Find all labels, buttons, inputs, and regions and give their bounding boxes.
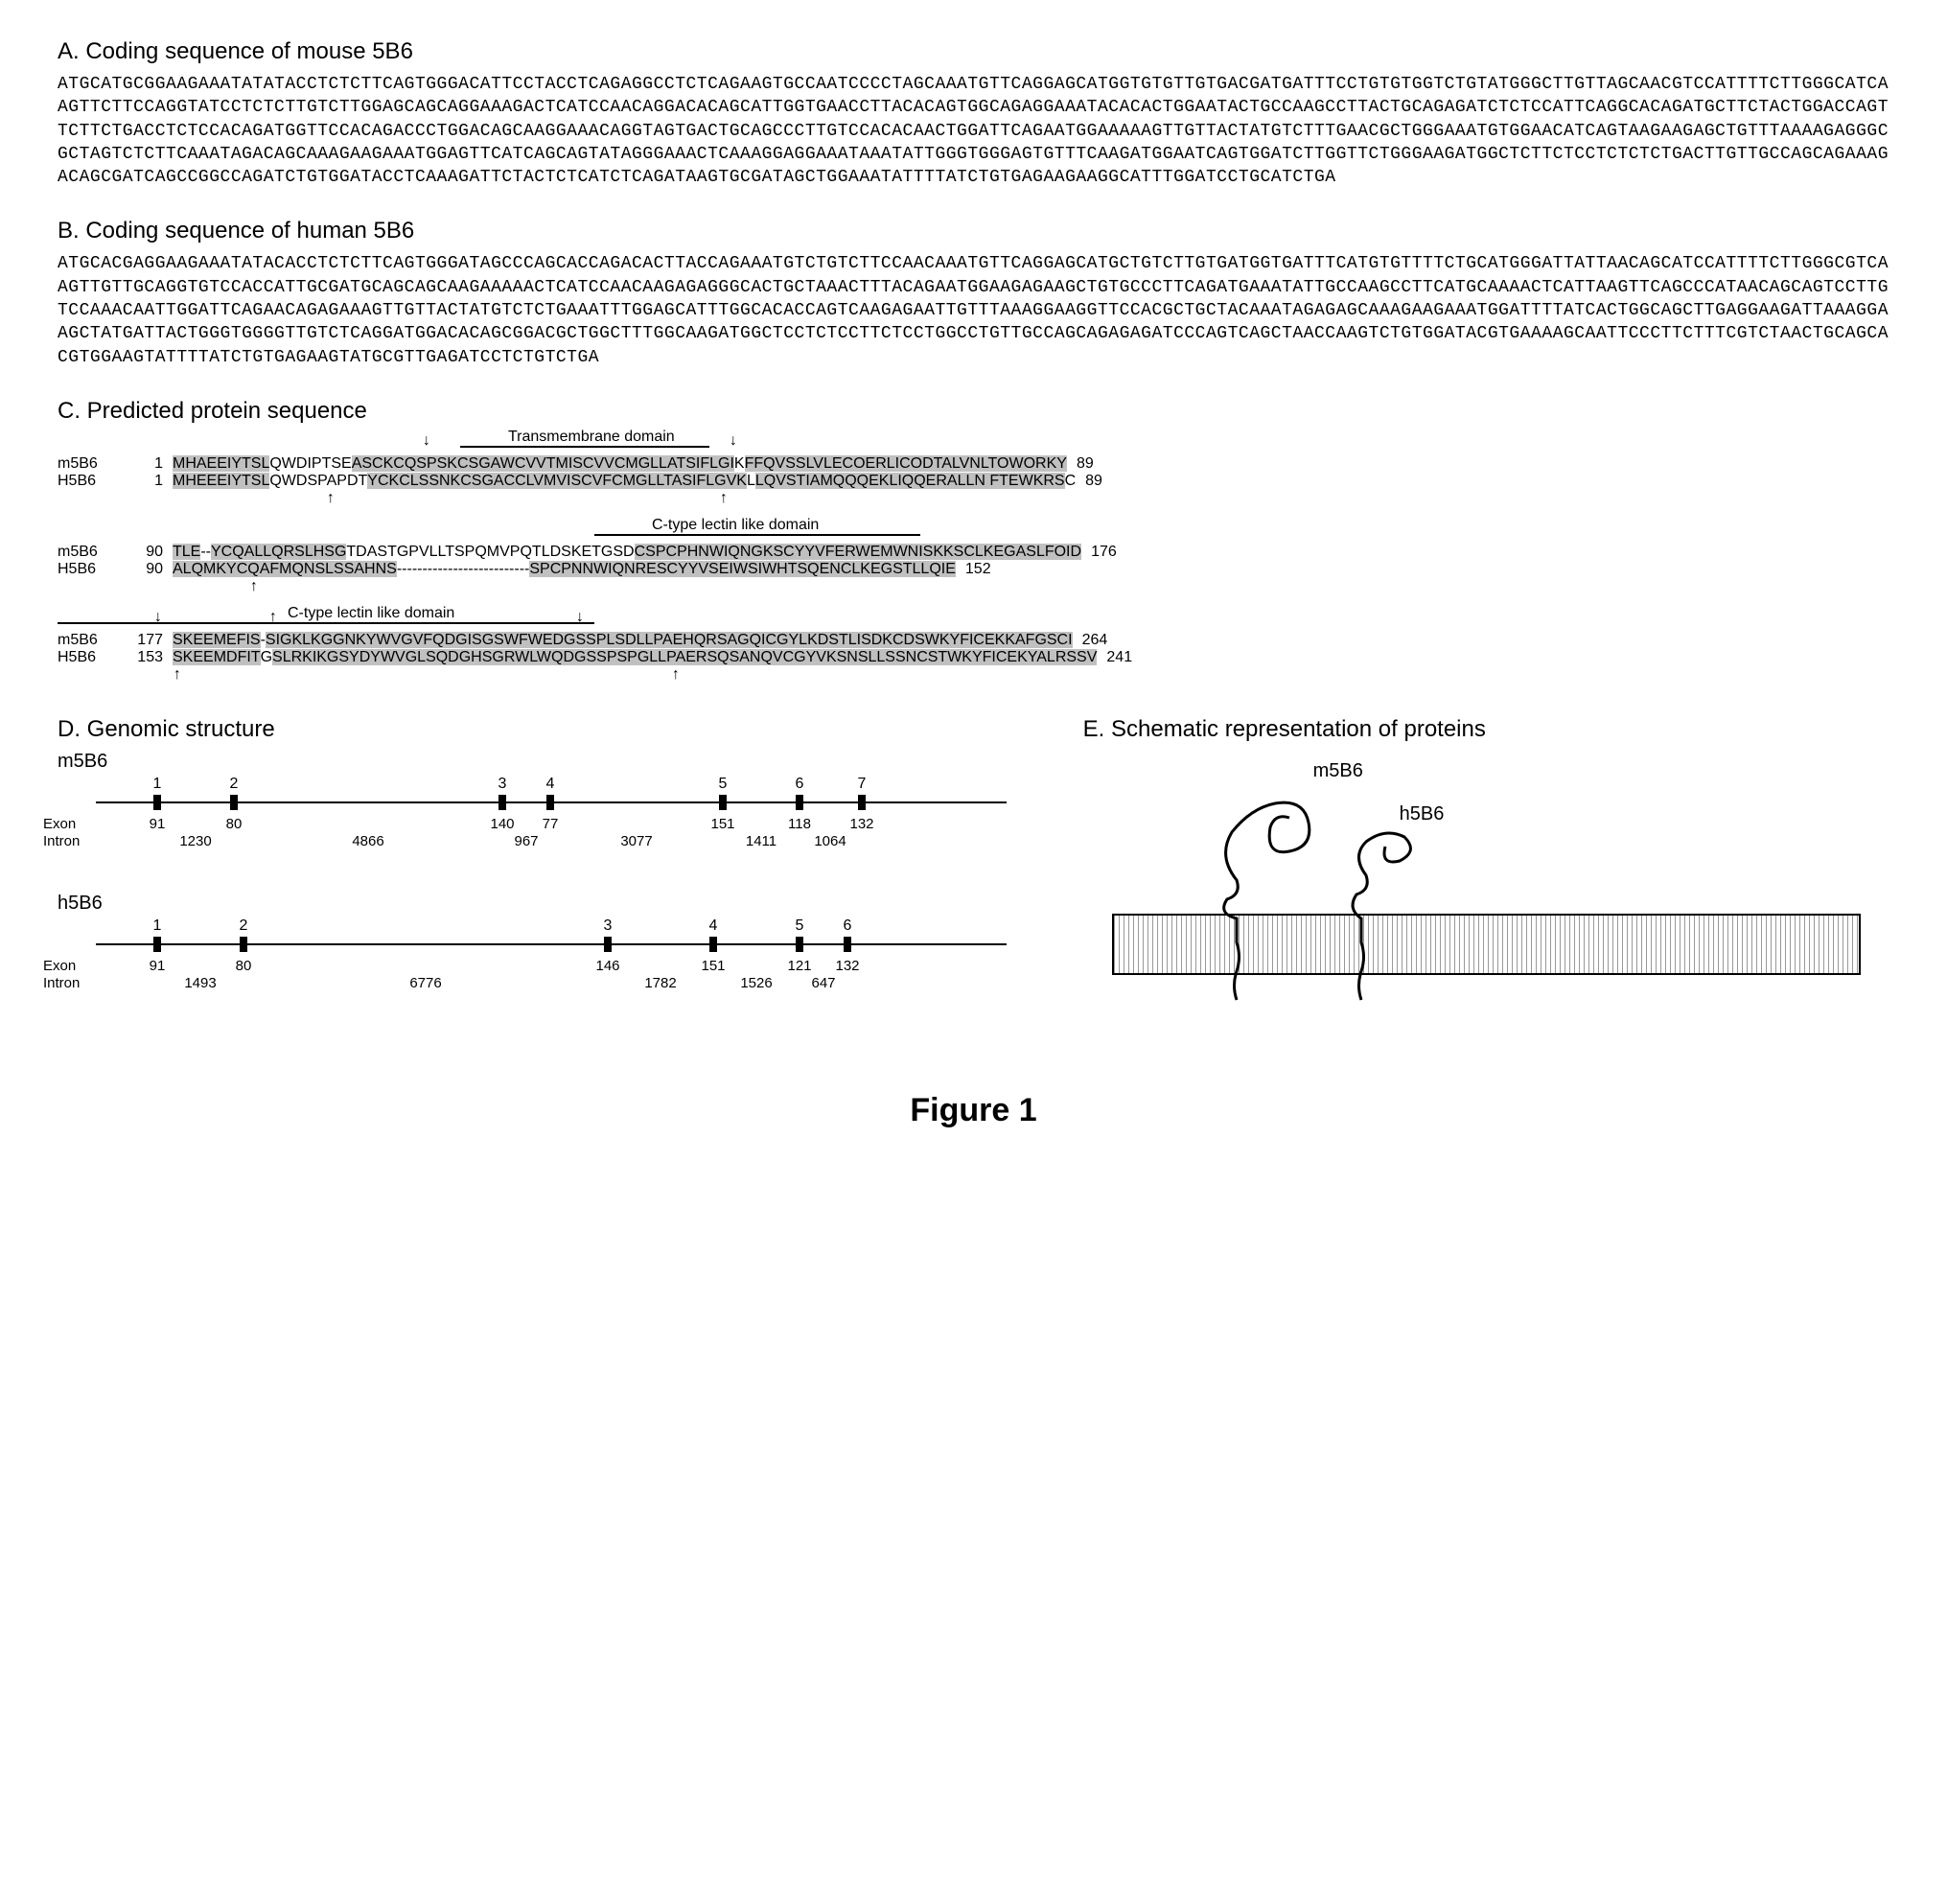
panel-e-title: E. Schematic representation of proteins: [1083, 716, 1889, 743]
alignment-row: m5B690TLE--YCQALLQRSLHSGTDASTGPVLLTSPQMV…: [58, 544, 1889, 561]
human-sequence: ATGCACGAGGAAGAAATATACACCTCTCTTCAGTGGGATA…: [58, 252, 1889, 368]
bottom-panels: D. Genomic structure m5B6 Exon Intron191…: [58, 716, 1889, 1034]
schematic-svg: [1083, 751, 1889, 1019]
exon-size: 91: [150, 816, 166, 832]
exon-number: 1: [153, 917, 162, 935]
exon-number: 3: [604, 917, 613, 935]
exon-number: 4: [709, 917, 718, 935]
exon-tick: [796, 795, 803, 810]
panel-a: A. Coding sequence of mouse 5B6 ATGCATGC…: [58, 38, 1889, 189]
exon-size: 121: [787, 958, 811, 974]
gene-structure: h5B6 Exon Intron191280314641515121613214…: [58, 893, 1026, 996]
intron-size: 1493: [184, 975, 216, 991]
figure-caption: Figure 1: [58, 1092, 1889, 1129]
alignment-row: H5B61MHEEEIYTSLQWDSPAPDTYCKCLSSNKCSGACCL…: [58, 473, 1889, 490]
exon-tick: [546, 795, 554, 810]
exon-tick: [153, 937, 161, 952]
arrow-down-icon: ↓: [729, 432, 738, 450]
gene-name: m5B6: [58, 751, 1026, 773]
exon-number: 5: [719, 776, 728, 793]
exon-tick: [844, 937, 851, 952]
exon-tick: [498, 795, 506, 810]
panel-d-title: D. Genomic structure: [58, 716, 1026, 743]
exon-tick: [858, 795, 866, 810]
exon-size: 146: [595, 958, 619, 974]
exon-size: 80: [226, 816, 243, 832]
exon-size: 77: [543, 816, 559, 832]
intron-size: 3077: [620, 833, 652, 849]
intron-size: 4866: [352, 833, 383, 849]
intron-size: 1526: [740, 975, 772, 991]
exon-size: 132: [849, 816, 873, 832]
protein-schematic: m5B6 h5B6: [1083, 751, 1889, 1019]
exon-size: 151: [701, 958, 725, 974]
exon-size: 132: [835, 958, 859, 974]
gene-name: h5B6: [58, 893, 1026, 915]
genomic-structure: m5B6 Exon Intron191280314047751516118713…: [58, 751, 1026, 996]
intron-size: 6776: [409, 975, 441, 991]
transmembrane-label: Transmembrane domain: [508, 429, 675, 448]
alignment-container: ↓ Transmembrane domain ↓ m5B61MHAEEIYTSL…: [58, 432, 1889, 687]
intron-size: 1230: [179, 833, 211, 849]
exon-size: 91: [150, 958, 166, 974]
exon-size: 80: [236, 958, 252, 974]
exon-tick: [240, 937, 247, 952]
exon-size: 140: [490, 816, 514, 832]
exon-size: 151: [710, 816, 734, 832]
exon-tick: [153, 795, 161, 810]
exon-tick: [796, 937, 803, 952]
membrane: [1112, 914, 1861, 975]
exon-tick: [230, 795, 238, 810]
panel-c-title: C. Predicted protein sequence: [58, 398, 1889, 425]
exon-number: 2: [240, 917, 248, 935]
intron-size: 1411: [746, 833, 776, 849]
mouse-sequence: ATGCATGCGGAAGAAATATATACCTCTCTTCAGTGGGACA…: [58, 73, 1889, 189]
alignment-row: m5B6177SKEEMEFIS-SIGKLKGGNKYWVGVFQDGISGS…: [58, 632, 1889, 649]
panel-b: B. Coding sequence of human 5B6 ATGCACGA…: [58, 218, 1889, 368]
intron-size: 647: [811, 975, 835, 991]
panel-b-title: B. Coding sequence of human 5B6: [58, 218, 1889, 244]
exon-tick: [709, 937, 717, 952]
exon-number: 2: [230, 776, 239, 793]
exon-number: 3: [498, 776, 507, 793]
alignment-row: H5B690ALQMKYCQAFMQNSLSSAHNS-------------…: [58, 561, 1889, 578]
alignment-row: H5B6153SKEEMDFITGSLRKIKGSYDYWVGLSQDGHSGR…: [58, 649, 1889, 666]
exon-number: 7: [858, 776, 867, 793]
exon-tick: [604, 937, 612, 952]
intron-size: 1782: [644, 975, 676, 991]
panel-a-title: A. Coding sequence of mouse 5B6: [58, 38, 1889, 65]
arrow-down-icon: ↓: [422, 432, 431, 450]
exon-number: 6: [844, 917, 852, 935]
exon-tick: [719, 795, 727, 810]
exon-number: 1: [153, 776, 162, 793]
panel-c: C. Predicted protein sequence ↓ Transmem…: [58, 398, 1889, 687]
gene-structure: m5B6 Exon Intron191280314047751516118713…: [58, 751, 1026, 854]
alignment-row: m5B61MHAEEIYTSLQWDIPTSEASCKCQSPSKCSGAWCV…: [58, 455, 1889, 473]
panel-e: E. Schematic representation of proteins …: [1083, 716, 1889, 1034]
panel-d: D. Genomic structure m5B6 Exon Intron191…: [58, 716, 1026, 1034]
exon-size: 118: [788, 816, 811, 832]
exon-number: 6: [796, 776, 804, 793]
intron-size: 1064: [814, 833, 846, 849]
exon-number: 5: [796, 917, 804, 935]
exon-number: 4: [546, 776, 555, 793]
intron-size: 967: [514, 833, 538, 849]
